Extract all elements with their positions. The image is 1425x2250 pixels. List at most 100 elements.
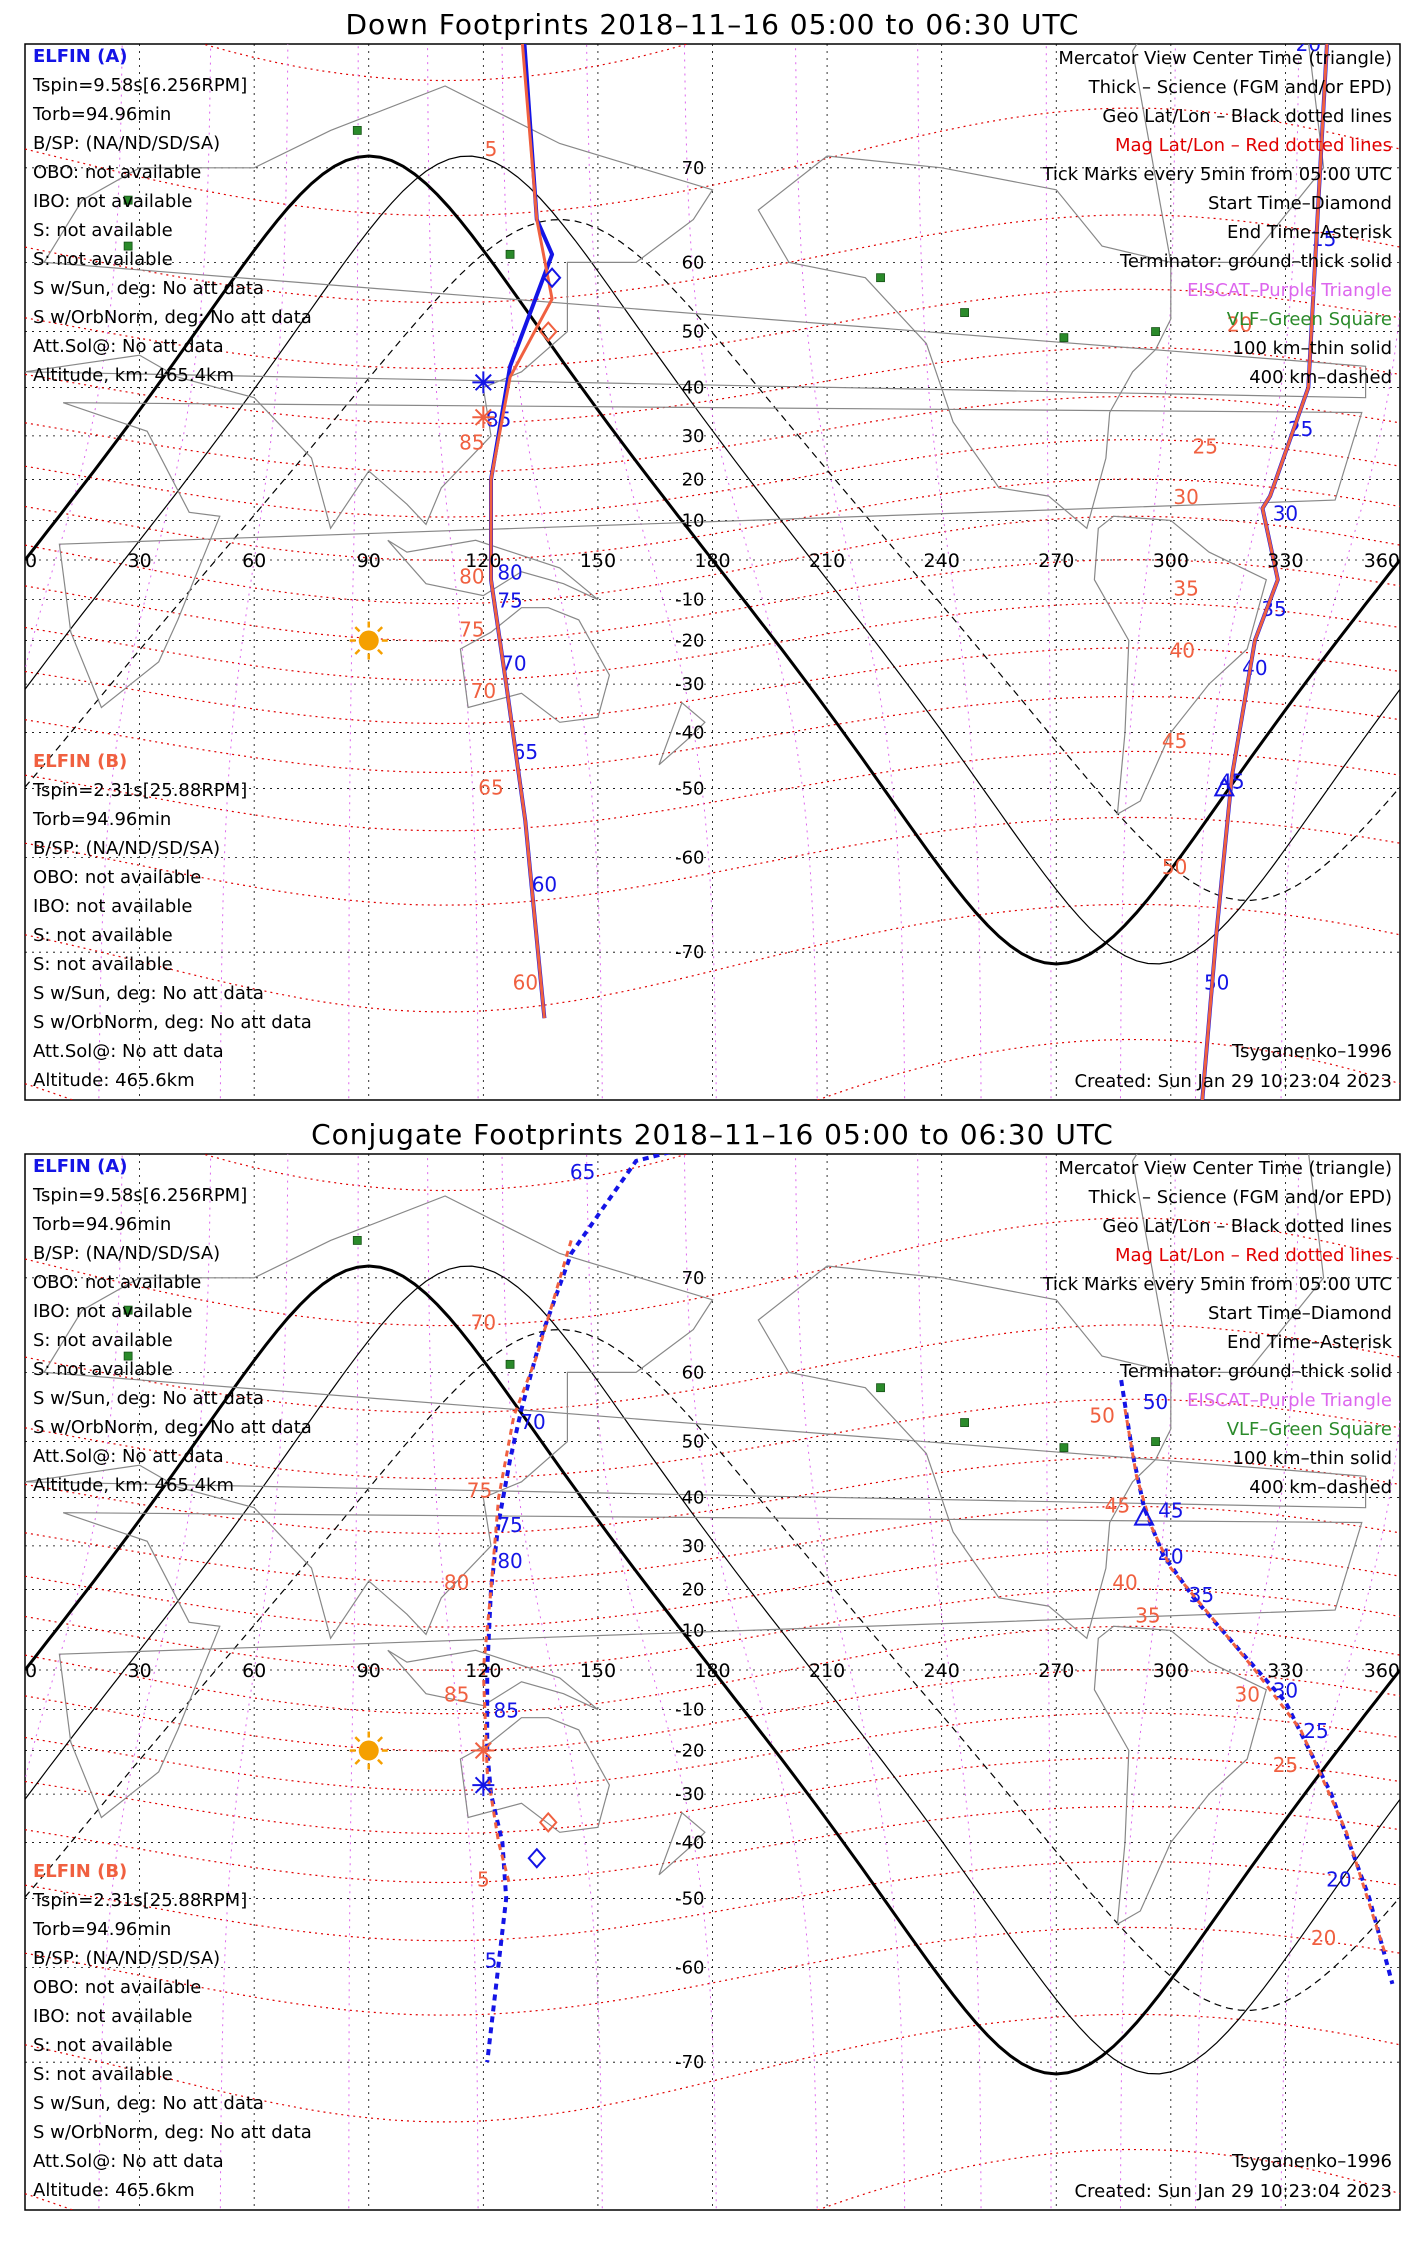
elfin-b-info-line: S: not available (33, 954, 173, 975)
tick-mark-label: 80 (497, 561, 522, 585)
tick-mark-label: 40 (1112, 1570, 1137, 1594)
plot-area: 5858075706560201525303540455058580757065… (25, 44, 1400, 1100)
coastline (757, 1265, 1172, 1640)
lon-tick-label: 120 (465, 1660, 501, 1682)
tick-mark-label: 75 (467, 1479, 492, 1503)
elfin-b-info-line: S w/OrbNorm, deg: No att data (33, 1012, 312, 1033)
coastline (1131, 1154, 1325, 1373)
elfin-a-info-line: Altitude, km: 465.4km (33, 1475, 234, 1496)
mag-lat-line (25, 903, 1400, 1013)
elfin-a-name: ELFIN (A) (33, 46, 127, 67)
mag-meridian (795, 44, 906, 1100)
lat-tick-label: 20 (682, 1579, 705, 1600)
vlf-station-square (123, 241, 133, 251)
lon-tick-label: 300 (1153, 550, 1189, 572)
coastline (1093, 515, 1268, 816)
tick-mark-label: 50 (1162, 855, 1187, 879)
down-footprints-panel: Down Footprints 2018–11–16 05:00 to 06:3… (0, 0, 1425, 1110)
coastline (387, 1649, 599, 1711)
lat-tick-label: 70 (682, 158, 705, 179)
mag-meridian (219, 1154, 289, 2210)
tick-mark-label: 30 (1173, 485, 1198, 509)
tick-mark-label: 75 (497, 589, 522, 613)
lat-tick-label: -30 (675, 1784, 704, 1805)
tick-mark-label: 45 (1105, 1494, 1130, 1518)
sun-icon (349, 621, 388, 660)
vlf-station-square (123, 1305, 133, 1315)
vlf-station-square (123, 1351, 133, 1361)
elfin-a-info-line: S w/Sun, deg: No att data (33, 1388, 264, 1409)
coastline (58, 402, 1363, 709)
elfin-a-info-line: B/SP: (NA/ND/SD/SA) (33, 1243, 220, 1264)
legend-entry: EISCAT–Purple Triangle (1187, 280, 1392, 301)
lat-tick-label: 20 (682, 469, 705, 490)
elfin-b-info-line: OBO: not available (33, 1977, 201, 1998)
elfin-b-name: ELFIN (B) (33, 1861, 127, 1882)
elfin-a-info-line: S: not available (33, 1330, 173, 1351)
tick-mark-label: 45 (1158, 1499, 1183, 1523)
legend-entry: Mag Lat/Lon – Red dotted lines (1115, 135, 1392, 156)
lon-tick-label: 30 (127, 1660, 151, 1682)
lon-tick-label: 300 (1153, 1660, 1189, 1682)
tick-mark-label: 50 (1143, 1390, 1168, 1414)
legend-entry: Start Time–Diamond (1208, 1303, 1392, 1324)
terminator-ground (25, 154, 1400, 966)
tick-mark-label: 50 (1089, 1404, 1114, 1428)
start-time-diamond (542, 267, 562, 289)
elfin-b-info-line: Altitude: 465.6km (33, 2180, 195, 2201)
footprint-track (485, 1154, 671, 2063)
elfin-b-info-line: Att.Sol@: No att data (33, 1041, 224, 1062)
lat-tick-label: 30 (682, 426, 705, 447)
vlf-station-square (960, 1418, 969, 1427)
vlf-station-square (123, 195, 133, 205)
chart-title: Conjugate Footprints 2018–11–16 05:00 to… (311, 1118, 1114, 1151)
conjugate-footprints-panel: Conjugate Footprints 2018–11–16 05:00 to… (0, 1110, 1425, 2250)
vlf-station-square (1059, 1443, 1069, 1453)
tick-mark-label: 30 (1234, 1683, 1259, 1707)
lat-tick-label: -70 (675, 942, 704, 963)
tick-mark-label: 30 (1273, 501, 1298, 525)
legend-entry: Mercator View Center Time (triangle) (1058, 1158, 1392, 1179)
coastline (658, 1811, 706, 1876)
coastline (1093, 1625, 1268, 1926)
legend-entry: VLF–Green Square (1227, 309, 1392, 330)
elfin-a-name: ELFIN (A) (33, 1156, 127, 1177)
vlf-station-square (876, 273, 885, 283)
tick-mark-label: 35 (1173, 577, 1198, 601)
legend-entry: Mercator View Center Time (triangle) (1058, 48, 1392, 69)
lon-tick-label: 150 (580, 1660, 616, 1682)
tick-mark-label: 70 (520, 1410, 545, 1434)
lat-tick-label: 40 (682, 378, 705, 399)
legend-entry: Tick Marks every 5min from 05:00 UTC (1041, 164, 1392, 185)
tick-mark-label: 65 (570, 1160, 595, 1184)
mag-lat-line (25, 1217, 1400, 1327)
end-time-asterisk (472, 1774, 495, 1797)
map-down-footprints: 5858075706560201525303540455058580757065… (24, 43, 1401, 1101)
legend-entry: Thick – Science (FGM and/or EPD) (1088, 1187, 1392, 1208)
chart-title: Down Footprints 2018–11–16 05:00 to 06:3… (345, 8, 1080, 41)
tick-mark-label: 20 (1311, 1926, 1336, 1950)
created-timestamp: Created: Sun Jan 29 10:23:04 2023 (1075, 2181, 1392, 2202)
vlf-station-square (505, 1359, 515, 1369)
lat-tick-label: -10 (675, 590, 704, 611)
lat-tick-label: 10 (682, 1620, 705, 1641)
tick-mark-label: 20 (1227, 313, 1252, 337)
mag-meridian (427, 44, 479, 1100)
lat-tick-label: 60 (682, 252, 705, 273)
lon-tick-label: 240 (924, 550, 960, 572)
vlf-station-square (352, 126, 362, 135)
tick-mark-label: 85 (494, 1699, 519, 1723)
legend-entry: End Time–Asterisk (1227, 222, 1393, 243)
mag-lat-line (25, 1038, 1400, 1100)
end-time-asterisk (472, 406, 495, 429)
tick-mark-label: 65 (478, 776, 503, 800)
lat-tick-label: 40 (682, 1488, 705, 1509)
elfin-b-info-line: S w/Sun, deg: No att data (33, 983, 264, 1004)
coastline (1131, 44, 1325, 263)
legend-entry: Geo Lat/Lon – Black dotted lines (1102, 106, 1392, 127)
footprint-track (1200, 44, 1329, 1100)
lat-tick-label: -60 (675, 848, 704, 869)
coastline (459, 607, 611, 723)
tick-mark-label: 40 (1242, 656, 1267, 680)
vlf-station-square (352, 1236, 362, 1245)
